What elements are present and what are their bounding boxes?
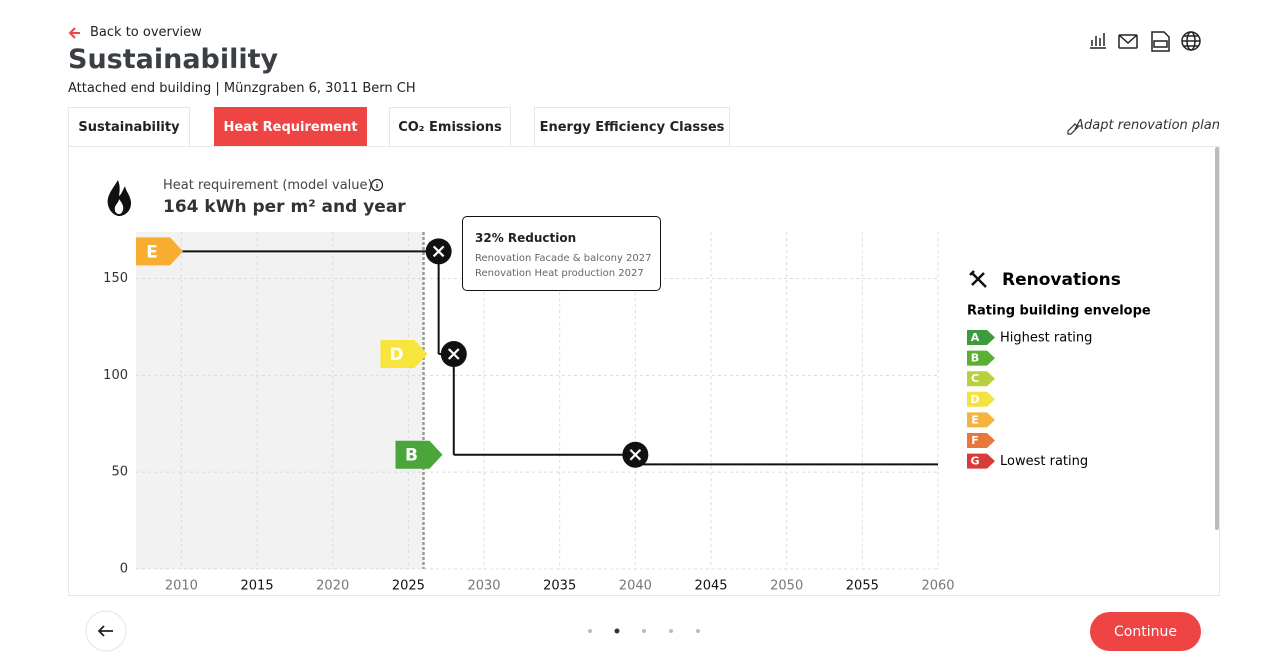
renovation-icon [447,348,460,360]
prev-arrow [97,625,113,637]
rating-label: F [971,434,979,447]
pdf-icon[interactable] [1151,31,1170,52]
past-area [136,232,424,569]
rating-badge [967,371,995,387]
legend-subtitle: Rating building envelope [967,304,1151,319]
pagination [588,628,700,634]
page-title: Sustainability [68,44,279,75]
page-dot[interactable] [696,629,700,633]
x-tick-label: 2030 [467,579,500,594]
rating-label: G [970,455,979,468]
class-badge [395,440,443,469]
x-tick-label: 2050 [770,579,803,594]
x-tick-label: 2060 [921,579,954,594]
class-badge [136,237,183,266]
adapt-link[interactable]: Adapt renovation plan [1075,118,1220,133]
x-tick-label: 2055 [846,579,879,594]
back-arrow-icon [68,27,80,39]
x-tick-label: 2035 [543,579,576,594]
mail-icon[interactable] [1118,34,1138,49]
tooltip-line: Renovation Facade & balcony 2027 [475,253,652,264]
rating-badge [967,350,995,366]
y-tick-label: 50 [111,465,128,480]
flame-icon [107,180,131,216]
scrollbar[interactable] [1215,147,1219,530]
rating-label: E [971,413,979,426]
globe-icon[interactable] [1181,31,1201,51]
chart-icon[interactable] [1090,33,1106,49]
rating-badge [967,433,995,448]
x-tick-label: 2025 [392,579,425,594]
pencil-icon [1067,123,1079,135]
class-badge-label: D [389,345,403,365]
rating-badge [967,391,995,407]
renovation-icon [432,245,445,258]
x-tick-label: 2045 [694,579,727,594]
tab[interactable]: Heat Requirement [214,107,367,146]
rating-badge [967,412,995,428]
info-icon[interactable] [370,178,384,192]
y-tick-label: 100 [103,368,128,383]
renovation-icon [629,448,642,461]
legend-highest: Highest rating [1000,331,1092,346]
rating-label: A [971,331,980,344]
page-dot[interactable] [588,629,592,633]
continue-label: Continue [1114,624,1177,640]
tooltip: 32% Reduction Renovation Facade & balcon… [462,216,661,291]
panel [68,146,1220,596]
rating-badge [967,330,995,345]
tab[interactable]: Sustainability [68,107,190,146]
class-badge-label: E [146,242,158,262]
rating-label: C [971,372,979,385]
back-link[interactable]: Back to overview [90,25,202,40]
metric-label: Heat requirement (model value) [163,178,373,193]
legend-lowest: Lowest rating [1000,454,1088,469]
renovation-icon [969,270,987,288]
x-tick-label: 2015 [241,579,274,594]
page-dot[interactable] [669,629,673,633]
class-badge-label: B [405,446,418,466]
page-subtitle: Attached end building | Münzgraben 6, 30… [68,81,416,96]
tooltip-title: 32% Reduction [475,231,577,245]
legend-title: Renovations [1002,270,1121,290]
tab[interactable]: CO₂ Emissions [389,107,511,146]
x-tick-label: 2020 [316,579,349,594]
rating-badge [967,453,995,469]
tab[interactable]: Energy Efficiency Classes [534,107,730,146]
y-tick-label: 0 [120,562,128,577]
continue-button[interactable] [1090,612,1201,651]
class-badge [380,340,428,369]
y-tick-label: 150 [103,271,128,286]
page-dot[interactable] [642,629,646,633]
page-dot[interactable] [614,628,620,634]
rating-label: B [971,352,979,365]
x-tick-label: 2010 [165,579,198,594]
legend: Renovations Rating building envelope ABC… [967,270,1151,469]
metric-value: 164 kWh per m² and year [163,197,406,217]
tooltip-line: Renovation Heat production 2027 [475,268,644,279]
toolbar-icons [1090,31,1201,52]
x-tick-label: 2040 [619,579,652,594]
rating-label: D [970,393,979,406]
chart: 2010 2015 2020 2025 2030 2035 2040 2045 2050 2055… [103,232,955,594]
